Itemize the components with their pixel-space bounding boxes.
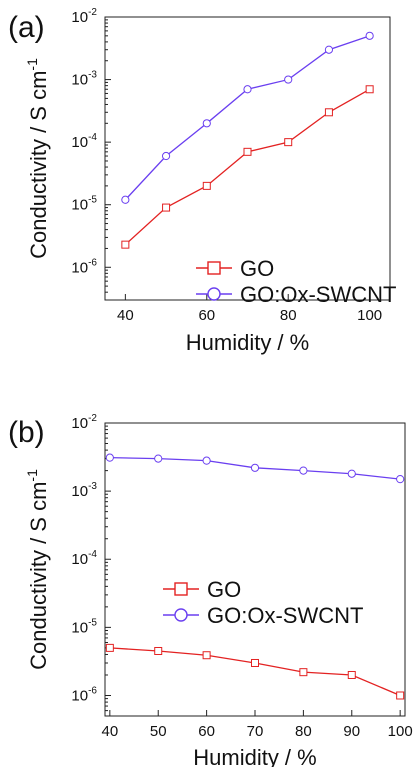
y-tick-label: 10-3 xyxy=(71,70,97,89)
data-point xyxy=(324,108,333,117)
data-point xyxy=(365,31,374,40)
data-point xyxy=(161,151,171,161)
x-tick-label: 70 xyxy=(247,723,264,740)
data-point xyxy=(347,670,356,679)
data-point xyxy=(396,691,405,700)
data-point xyxy=(299,466,308,475)
data-point xyxy=(347,469,356,478)
legend-marker xyxy=(174,608,188,622)
legend-marker xyxy=(207,261,221,275)
y-tick-label: 10-5 xyxy=(71,195,97,214)
data-point xyxy=(202,456,211,465)
x-tick-label: 80 xyxy=(295,723,312,740)
y-tick-label: 10-5 xyxy=(71,617,97,636)
data-point xyxy=(284,138,293,147)
x-tick-label: 100 xyxy=(388,723,413,740)
data-point xyxy=(202,119,211,128)
data-point xyxy=(284,75,293,84)
x-tick-label: 40 xyxy=(101,723,118,740)
data-point xyxy=(105,453,114,462)
data-point xyxy=(202,651,211,660)
data-point xyxy=(202,181,211,190)
x-axis-label: Humidity / % xyxy=(186,330,309,355)
data-point xyxy=(162,203,171,212)
data-point xyxy=(154,646,163,655)
series-line-1 xyxy=(124,88,370,246)
data-point xyxy=(251,658,259,667)
y-tick-label: 10-2 xyxy=(71,413,97,432)
y-axis-label: Conductivity / S cm-1 xyxy=(24,58,51,259)
x-tick-label: 80 xyxy=(280,307,297,324)
x-tick-label: 40 xyxy=(117,307,134,324)
series-line-2 xyxy=(124,35,370,201)
legend-label: GO:Ox-SWCNT xyxy=(240,282,396,307)
y-tick-label: 10-6 xyxy=(71,257,97,276)
legend-label: GO xyxy=(240,256,274,281)
series-line-1 xyxy=(109,647,401,697)
y-tick-label: 10-2 xyxy=(71,7,97,26)
y-tick-label: 10-4 xyxy=(71,549,97,568)
data-point xyxy=(154,454,163,463)
legend-label: GO xyxy=(207,577,241,602)
legend-marker xyxy=(207,287,221,301)
data-point xyxy=(121,195,130,204)
chart-panel-2: (b) 10-6 10-5 10-4 10-3 10-2 40 50 60 70 80 90 100 Hu… xyxy=(8,413,413,767)
x-tick-label: 50 xyxy=(150,723,167,740)
data-point xyxy=(121,240,130,249)
x-axis-label: Humidity / % xyxy=(193,745,316,767)
legend-marker xyxy=(174,582,188,596)
data-point xyxy=(396,475,405,484)
data-point xyxy=(250,463,260,472)
data-point xyxy=(365,85,374,94)
plot-frame xyxy=(104,16,391,301)
panel-label: (b) xyxy=(8,416,45,449)
y-tick-label: 10-4 xyxy=(71,132,97,151)
y-tick-label: 10-6 xyxy=(71,685,97,704)
x-tick-label: 90 xyxy=(343,723,360,740)
chart-panel-1: (a) 10-6 10-5 10-4 10-3 10-2 40 60 80 100 Humidity… xyxy=(8,7,396,355)
data-point xyxy=(243,147,252,156)
panel-label: (a) xyxy=(8,11,45,44)
data-point xyxy=(324,45,334,54)
x-tick-label: 60 xyxy=(198,307,215,324)
legend-label: GO:Ox-SWCNT xyxy=(207,603,363,628)
data-point xyxy=(243,85,252,94)
data-point xyxy=(299,668,308,677)
x-tick-label: 60 xyxy=(198,723,215,740)
data-point xyxy=(105,643,114,652)
x-tick-label: 100 xyxy=(357,307,382,324)
y-tick-label: 10-3 xyxy=(71,481,97,500)
y-axis-label: Conductivity / S cm-1 xyxy=(24,469,51,670)
